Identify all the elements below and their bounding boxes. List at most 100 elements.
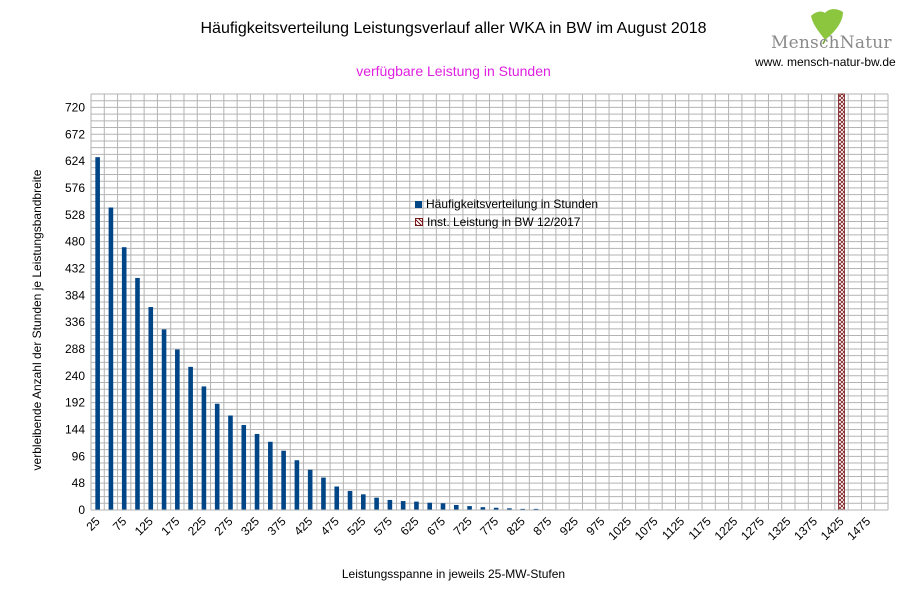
bar xyxy=(175,349,180,510)
bar xyxy=(453,504,459,510)
bar xyxy=(520,508,526,510)
bar xyxy=(294,460,300,510)
x-tick-label: 175 xyxy=(158,514,182,538)
y-tick-label: 480 xyxy=(65,235,85,249)
bar-series xyxy=(95,157,672,511)
bar xyxy=(161,329,167,510)
bar xyxy=(95,157,100,510)
x-tick-label: 375 xyxy=(265,514,289,538)
x-tick-label: 1275 xyxy=(738,514,767,543)
legend-label-installed: Inst. Leistung in BW 12/2017 xyxy=(427,215,581,229)
y-tick-label: 144 xyxy=(65,422,85,436)
bar xyxy=(135,277,140,510)
legend-item-frequency: Häufigkeitsverteilung in Stunden xyxy=(415,195,598,213)
y-axis-label: verbleibende Anzahl der Stunden je Leist… xyxy=(30,169,44,471)
bar xyxy=(400,501,406,510)
x-axis-ticks: 25 75 125 175 225 275 325 375 425 475 525 575 625 675… xyxy=(83,514,873,543)
x-tick-label: 225 xyxy=(185,514,209,538)
bar xyxy=(374,497,379,510)
x-tick-label: 1375 xyxy=(791,514,820,543)
x-tick-label: 1175 xyxy=(686,514,714,542)
horizontal-gridlines xyxy=(91,93,888,511)
bar xyxy=(533,508,539,510)
x-tick-label: 1075 xyxy=(632,514,661,543)
installed-capacity-bar xyxy=(838,93,845,511)
bar xyxy=(268,441,273,510)
y-tick-label: 576 xyxy=(65,181,85,195)
y-tick-label: 192 xyxy=(65,396,85,410)
bar xyxy=(440,503,446,510)
mensch-natur-logo: MenschNatur www. mensch-natur-bw.de xyxy=(755,4,905,74)
bar xyxy=(254,433,260,510)
legend-label-frequency: Häufigkeitsverteilung in Stunden xyxy=(426,197,599,211)
y-tick-label: 240 xyxy=(65,369,85,383)
x-tick-label: 25 xyxy=(83,514,103,534)
bar xyxy=(148,307,154,510)
x-tick-label: 925 xyxy=(557,514,581,538)
bar xyxy=(493,507,499,510)
bar xyxy=(108,207,114,510)
x-tick-label: 125 xyxy=(132,514,156,538)
x-tick-label: 975 xyxy=(583,514,607,538)
bar xyxy=(467,506,472,510)
x-tick-label: 1475 xyxy=(844,514,873,543)
bar xyxy=(307,469,313,510)
bar xyxy=(241,425,247,510)
logo-url[interactable]: www. mensch-natur-bw.de xyxy=(755,55,896,69)
x-tick-label: 1325 xyxy=(765,514,794,543)
x-tick-label: 525 xyxy=(344,514,368,538)
y-tick-label: 432 xyxy=(65,261,85,275)
x-tick-label: 75 xyxy=(110,514,130,534)
bar xyxy=(214,403,220,510)
bar xyxy=(228,415,233,510)
bar xyxy=(480,507,486,510)
y-tick-label: 624 xyxy=(65,154,85,168)
y-tick-label: 384 xyxy=(65,288,85,302)
chart-title: Häufigkeitsverteilung Leistungsverlauf a… xyxy=(200,20,707,37)
x-tick-label: 625 xyxy=(397,514,421,538)
y-tick-label: 288 xyxy=(65,342,85,356)
bar xyxy=(321,477,326,510)
bar xyxy=(507,508,512,510)
x-tick-label: 475 xyxy=(318,514,342,538)
x-tick-label: 1025 xyxy=(605,514,634,543)
y-tick-label: 528 xyxy=(65,208,85,222)
y-tick-label: 0 xyxy=(78,503,85,517)
bar xyxy=(387,499,393,510)
x-tick-label: 1425 xyxy=(818,514,847,543)
bar xyxy=(334,486,340,510)
x-tick-label: 425 xyxy=(291,514,315,538)
y-axis-ticks: 0 48 96 144 192 240 288 336 384 432 480 528 576 624 67… xyxy=(65,100,85,517)
bar xyxy=(347,490,353,510)
chart-subtitle: verfügbare Leistung in Stunden xyxy=(356,63,551,79)
bar xyxy=(281,450,286,510)
x-tick-label: 725 xyxy=(451,514,475,538)
installed-capacity-series xyxy=(838,93,845,511)
x-axis-label: Leistungsspanne in jeweils 25-MW-Stufen xyxy=(341,567,566,581)
bar xyxy=(201,386,207,510)
bar xyxy=(361,494,366,510)
y-tick-label: 720 xyxy=(65,100,85,114)
legend-swatch-hatch xyxy=(415,218,423,226)
logo-wordmark: MenschNatur xyxy=(771,33,892,53)
y-tick-label: 96 xyxy=(72,449,86,463)
x-tick-label: 675 xyxy=(424,514,448,538)
legend-swatch-bar xyxy=(415,200,422,208)
x-tick-label: 325 xyxy=(238,514,262,538)
y-tick-label: 672 xyxy=(65,127,85,141)
x-tick-label: 1125 xyxy=(659,514,687,542)
legend-item-installed: Inst. Leistung in BW 12/2017 xyxy=(415,213,598,231)
bar xyxy=(188,366,193,510)
bar xyxy=(427,502,433,510)
x-tick-label: 825 xyxy=(504,514,528,538)
x-tick-label: 1225 xyxy=(712,514,741,543)
bar xyxy=(121,247,127,511)
bar xyxy=(414,501,419,510)
ginkgo-leaf-icon xyxy=(811,9,843,44)
x-tick-label: 775 xyxy=(477,514,501,538)
legend: Häufigkeitsverteilung in Stunden Inst. L… xyxy=(415,195,598,231)
x-tick-label: 575 xyxy=(371,514,395,538)
y-tick-label: 336 xyxy=(65,315,85,329)
x-tick-label: 275 xyxy=(212,514,236,538)
